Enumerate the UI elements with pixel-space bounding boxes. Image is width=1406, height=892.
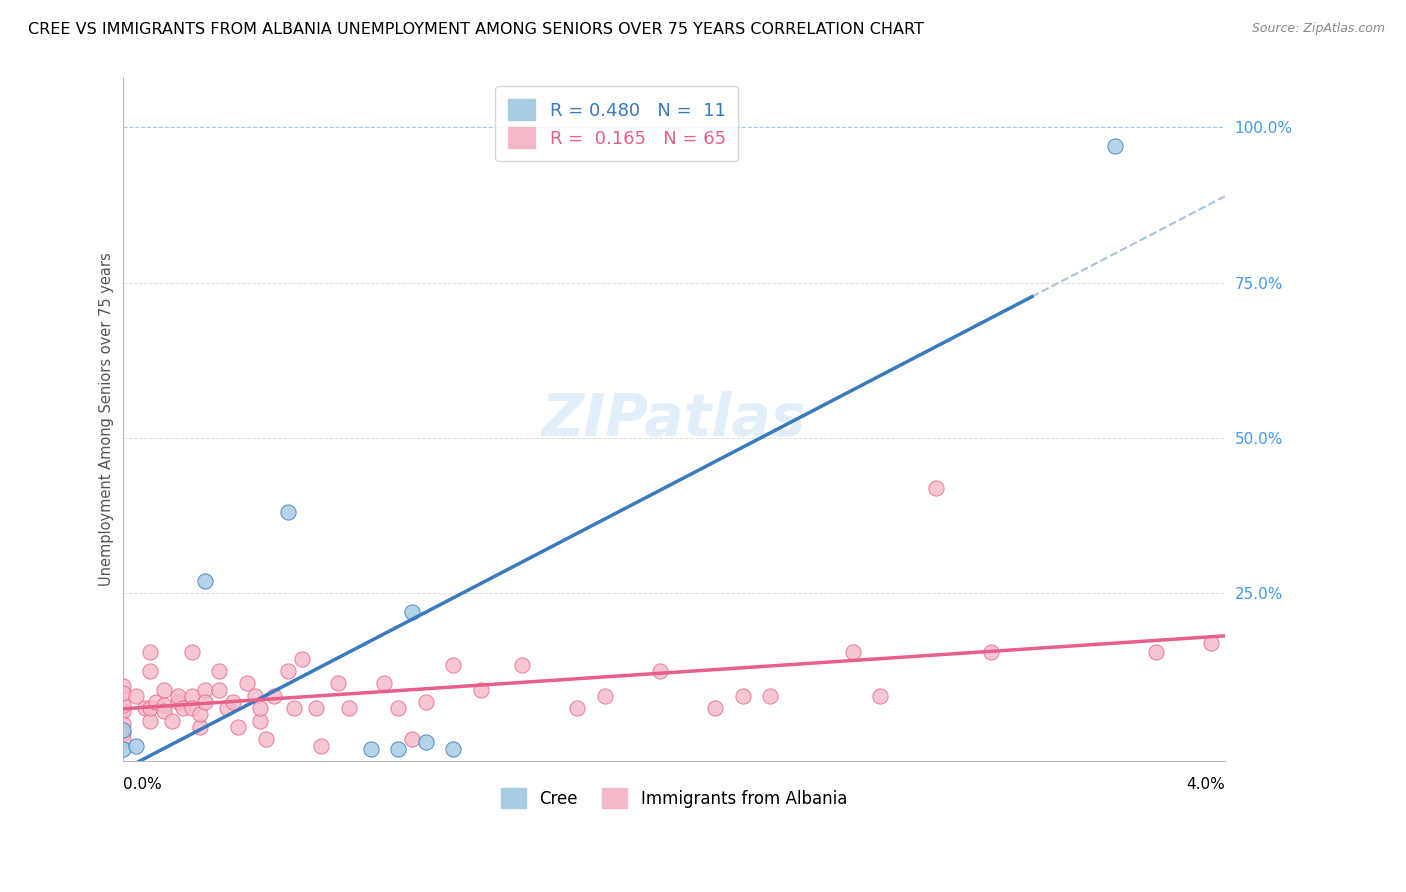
Text: 4.0%: 4.0% <box>1187 777 1225 791</box>
Point <box>924 481 946 495</box>
Point <box>172 701 194 715</box>
Point <box>1144 645 1167 659</box>
Point <box>153 682 176 697</box>
Point <box>254 732 277 747</box>
Point <box>194 682 217 697</box>
Point <box>510 657 533 672</box>
Point <box>139 664 162 678</box>
Point <box>166 689 188 703</box>
Point <box>387 741 409 756</box>
Point <box>180 689 202 703</box>
Point <box>337 701 360 715</box>
Point <box>470 682 492 697</box>
Point <box>593 689 616 703</box>
Point <box>277 664 299 678</box>
Point <box>217 701 239 715</box>
Point <box>180 645 202 659</box>
Point <box>162 714 184 728</box>
Text: 0.0%: 0.0% <box>122 777 162 791</box>
Text: CREE VS IMMIGRANTS FROM ALBANIA UNEMPLOYMENT AMONG SENIORS OVER 75 YEARS CORRELA: CREE VS IMMIGRANTS FROM ALBANIA UNEMPLOY… <box>28 22 924 37</box>
Point <box>125 739 148 753</box>
Point <box>166 695 188 709</box>
Point <box>111 716 134 731</box>
Point <box>263 689 285 703</box>
Point <box>222 695 245 709</box>
Point <box>125 689 148 703</box>
Point <box>139 645 162 659</box>
Point <box>869 689 891 703</box>
Point <box>1104 138 1126 153</box>
Point <box>188 720 211 734</box>
Point <box>249 701 271 715</box>
Point <box>111 741 134 756</box>
Point <box>387 701 409 715</box>
Point <box>208 664 231 678</box>
Point <box>111 732 134 747</box>
Point <box>759 689 782 703</box>
Point <box>373 676 395 690</box>
Point <box>360 741 382 756</box>
Point <box>304 701 326 715</box>
Point <box>153 698 176 713</box>
Point <box>1199 636 1222 650</box>
Text: ZIPatlas: ZIPatlas <box>541 391 806 448</box>
Point <box>249 714 271 728</box>
Point <box>153 704 176 718</box>
Point <box>208 682 231 697</box>
Point <box>145 695 167 709</box>
Point <box>980 645 1002 659</box>
Point <box>441 741 464 756</box>
Point <box>235 676 257 690</box>
Point <box>401 732 423 747</box>
Point <box>188 707 211 722</box>
Point <box>401 605 423 619</box>
Text: Source: ZipAtlas.com: Source: ZipAtlas.com <box>1251 22 1385 36</box>
Y-axis label: Unemployment Among Seniors over 75 years: Unemployment Among Seniors over 75 years <box>100 252 114 586</box>
Point <box>567 701 589 715</box>
Point <box>180 701 202 715</box>
Point <box>309 739 332 753</box>
Point <box>441 657 464 672</box>
Point <box>194 574 217 588</box>
Point <box>111 723 134 737</box>
Point <box>704 701 727 715</box>
Point <box>283 701 305 715</box>
Point <box>277 506 299 520</box>
Point <box>111 726 134 740</box>
Point <box>139 701 162 715</box>
Point <box>111 704 134 718</box>
Point <box>731 689 754 703</box>
Point <box>111 686 134 700</box>
Point <box>842 645 865 659</box>
Point <box>291 651 314 665</box>
Legend: Cree, Immigrants from Albania: Cree, Immigrants from Albania <box>494 781 853 814</box>
Point <box>111 680 134 694</box>
Point <box>415 695 437 709</box>
Point <box>111 698 134 713</box>
Point <box>243 689 266 703</box>
Point <box>139 714 162 728</box>
Point <box>228 720 250 734</box>
Point <box>648 664 671 678</box>
Point <box>326 676 349 690</box>
Point <box>134 701 156 715</box>
Point <box>194 695 217 709</box>
Point <box>415 735 437 749</box>
